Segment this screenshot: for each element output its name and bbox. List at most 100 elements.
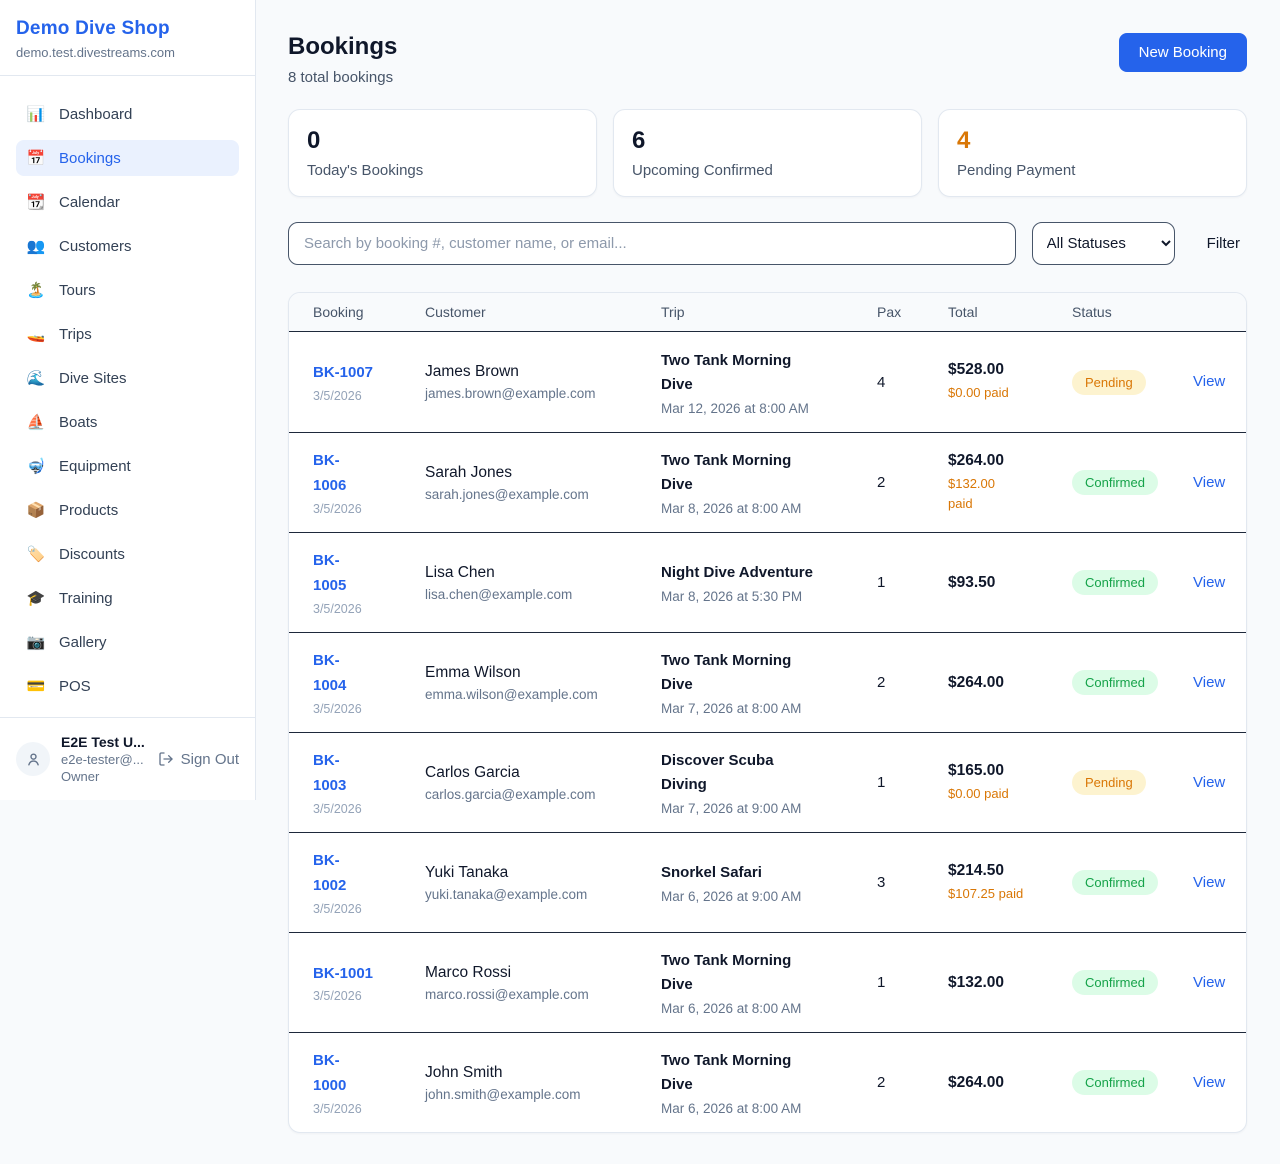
- sidebar-item-customers[interactable]: 👥 Customers: [16, 228, 239, 264]
- total-amount: $528.00: [948, 361, 1005, 379]
- actions-cell: View: [1193, 674, 1225, 692]
- view-link[interactable]: View: [1193, 873, 1226, 891]
- booking-cell: BK- 1005 3/5/2026: [313, 549, 425, 616]
- booking-cell: BK- 1003 3/5/2026: [313, 749, 425, 816]
- view-link[interactable]: View: [1193, 1073, 1226, 1091]
- sidebar-item-trips[interactable]: 🚤 Trips: [16, 316, 239, 352]
- trip-cell: Two Tank Morning Dive Mar 12, 2026 at 8:0…: [661, 349, 877, 416]
- column-header-trip: Trip: [661, 304, 685, 320]
- status-badge: Pending: [1072, 770, 1146, 795]
- sidebar-nav: 📊 Dashboard 📅 Bookings 📆 Calendar 👥 Customers 🏝️…: [0, 76, 255, 717]
- status-badge: Confirmed: [1072, 470, 1158, 495]
- total-cell: $93.50: [948, 574, 1072, 592]
- sidebar-item-gallery[interactable]: 📷 Gallery: [16, 624, 239, 660]
- stat-label: Today's Bookings: [307, 162, 424, 179]
- view-link[interactable]: View: [1193, 673, 1226, 691]
- booking-id-link[interactable]: BK- 1000: [313, 1052, 347, 1094]
- sidebar-item-training[interactable]: 🎓 Training: [16, 580, 239, 616]
- paid-amount: $0.00 paid: [948, 385, 1009, 401]
- trip-datetime: Mar 7, 2026 at 8:00 AM: [661, 701, 802, 716]
- stat-value: 4: [957, 127, 971, 154]
- new-booking-button[interactable]: New Booking: [1118, 33, 1247, 72]
- bookings-table: Booking Customer Trip Pax Total Status BK-100…: [288, 292, 1247, 1133]
- table-row: BK-1007 3/5/2026 James Brown james.brown@ex…: [289, 332, 1246, 432]
- view-link[interactable]: View: [1193, 373, 1226, 390]
- customer-email: john.smith@example.com: [425, 1086, 581, 1102]
- booking-date: 3/5/2026: [313, 989, 362, 1004]
- actions-cell: View: [1193, 373, 1225, 391]
- trip-datetime: Mar 6, 2026 at 8:00 AM: [661, 1101, 802, 1116]
- sidebar-item-label: Dive Sites: [59, 369, 127, 387]
- booking-id-link[interactable]: BK-1007: [313, 364, 374, 382]
- total-amount: $132.00: [948, 973, 1005, 991]
- booking-id-link[interactable]: BK- 1003: [313, 752, 347, 794]
- trip-datetime: Mar 8, 2026 at 5:30 PM: [661, 589, 803, 604]
- view-link[interactable]: View: [1193, 973, 1226, 991]
- customer-name: John Smith: [425, 1063, 503, 1081]
- sidebar-item-dive-sites[interactable]: 🌊 Dive Sites: [16, 360, 239, 396]
- customer-email: yuki.tanaka@example.com: [425, 886, 588, 902]
- trip-datetime: Mar 6, 2026 at 8:00 AM: [661, 1001, 802, 1016]
- status-badge: Confirmed: [1072, 870, 1158, 895]
- search-input[interactable]: [288, 222, 1016, 265]
- user-name: E2E Test U...: [61, 734, 145, 750]
- sidebar-item-pos[interactable]: 💳 POS: [16, 668, 239, 704]
- filter-button[interactable]: Filter: [1206, 235, 1240, 252]
- status-select[interactable]: All Statuses: [1031, 222, 1175, 265]
- island-icon: 🏝️: [26, 282, 46, 299]
- trip-cell: Snorkel Safari Mar 6, 2026 at 9:00 AM: [661, 861, 877, 904]
- trip-name: Discover Scuba Diving: [661, 752, 774, 793]
- booking-cell: BK- 1002 3/5/2026: [313, 849, 425, 916]
- table-row: BK- 1002 3/5/2026 Yuki Tanaka yuki.tanaka@e…: [289, 832, 1246, 932]
- total-cell: $132.00: [948, 974, 1072, 992]
- booking-date: 3/5/2026: [313, 501, 362, 516]
- diving-mask-icon: 🤿: [26, 458, 46, 475]
- actions-cell: View: [1193, 974, 1225, 992]
- view-link[interactable]: View: [1193, 573, 1226, 591]
- sidebar-item-label: Gallery: [59, 633, 107, 651]
- sidebar-item-equipment[interactable]: 🤿 Equipment: [16, 448, 239, 484]
- customer-email: marco.rossi@example.com: [425, 986, 589, 1002]
- sidebar-item-boats[interactable]: ⛵ Boats: [16, 404, 239, 440]
- booking-id-link[interactable]: BK- 1004: [313, 652, 347, 694]
- sidebar-item-dashboard[interactable]: 📊 Dashboard: [16, 96, 239, 132]
- stat-label: Pending Payment: [957, 162, 1076, 179]
- sidebar-item-bookings[interactable]: 📅 Bookings: [16, 140, 239, 176]
- sidebar-item-products[interactable]: 📦 Products: [16, 492, 239, 528]
- customer-email: carlos.garcia@example.com: [425, 786, 596, 802]
- status-cell: Pending: [1072, 770, 1193, 795]
- sidebar-item-label: Calendar: [59, 193, 120, 211]
- sidebar-item-label: Trips: [59, 325, 92, 343]
- total-cell: $165.00 $0.00 paid: [948, 762, 1072, 804]
- trip-name: Two Tank Morning Dive: [661, 652, 792, 693]
- actions-cell: View: [1193, 774, 1225, 792]
- sidebar-item-discounts[interactable]: 🏷️ Discounts: [16, 536, 239, 572]
- brand-name: Demo Dive Shop: [16, 18, 170, 39]
- page-header: Bookings 8 total bookings New Booking: [288, 33, 1247, 86]
- people-icon: 👥: [26, 238, 46, 255]
- booking-date: 3/5/2026: [313, 388, 362, 403]
- total-cell: $264.00: [948, 1074, 1072, 1092]
- customer-cell: Emma Wilson emma.wilson@example.com: [425, 664, 661, 702]
- status-cell: Pending: [1072, 369, 1193, 395]
- booking-id-link[interactable]: BK- 1002: [313, 852, 347, 894]
- customer-cell: Marco Rossi marco.rossi@example.com: [425, 964, 661, 1002]
- camera-icon: 📷: [26, 634, 46, 651]
- view-link[interactable]: View: [1193, 473, 1226, 491]
- paid-amount: $0.00 paid: [948, 785, 1009, 801]
- sign-out-label: Sign Out: [180, 750, 239, 768]
- paid-amount: $132.00 paid: [948, 476, 995, 511]
- actions-cell: View: [1193, 574, 1225, 592]
- sign-out-button[interactable]: Sign Out: [158, 751, 239, 768]
- sidebar-item-tours[interactable]: 🏝️ Tours: [16, 272, 239, 308]
- stats-cards: 0 Today's Bookings 6 Upcoming Confirmed 4 Pen…: [288, 109, 1247, 197]
- sidebar-item-calendar[interactable]: 📆 Calendar: [16, 184, 239, 220]
- view-link[interactable]: View: [1193, 773, 1226, 791]
- booking-id-link[interactable]: BK- 1006: [313, 452, 347, 494]
- booking-id-link[interactable]: BK-1001: [313, 964, 374, 982]
- trip-datetime: Mar 8, 2026 at 8:00 AM: [661, 501, 802, 516]
- booking-id-link[interactable]: BK- 1005: [313, 552, 347, 594]
- customer-name: James Brown: [425, 363, 519, 380]
- status-cell: Confirmed: [1072, 870, 1193, 895]
- sailboat-icon: ⛵: [26, 414, 46, 431]
